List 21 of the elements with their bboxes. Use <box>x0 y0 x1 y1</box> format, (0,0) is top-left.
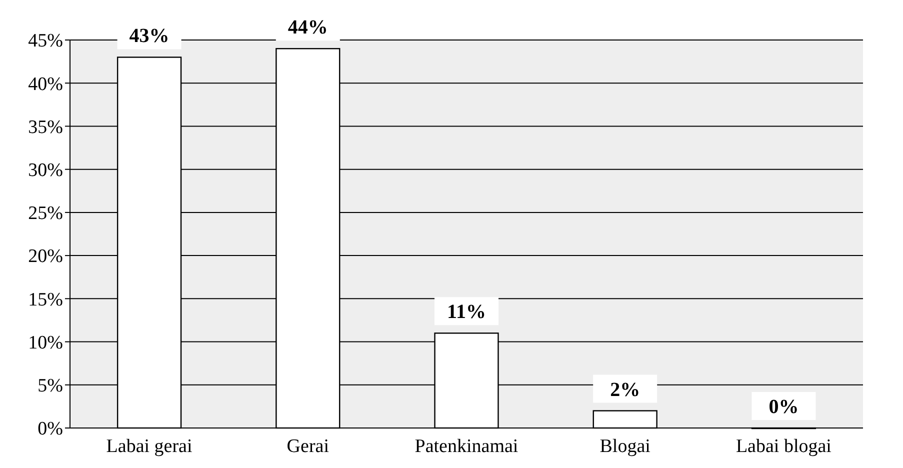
y-tick-label: 35% <box>28 116 64 138</box>
data-label: 44% <box>288 16 328 39</box>
x-tick-label: Blogai <box>600 436 650 457</box>
y-tick-label: 40% <box>28 74 64 95</box>
bar <box>592 410 658 429</box>
y-tick-label: 15% <box>28 289 64 310</box>
y-tick-label: 5% <box>38 376 64 397</box>
x-tick-label: Labai blogai <box>736 436 832 457</box>
data-label: 2% <box>610 378 640 401</box>
x-tick-label: Labai gerai <box>106 436 192 457</box>
y-tick-label: 10% <box>28 332 64 354</box>
data-label: 11% <box>447 301 486 324</box>
y-tick-label: 30% <box>28 160 64 181</box>
data-label: 43% <box>129 25 170 48</box>
data-label: 0% <box>768 396 799 418</box>
y-tick-label: 0% <box>38 418 64 440</box>
y-tick-label: 25% <box>28 203 64 224</box>
x-tick-label: Patenkinamai <box>414 436 518 457</box>
y-tick-label: 20% <box>28 246 64 268</box>
x-tick-label: Gerai <box>286 436 329 457</box>
y-tick-label: 45% <box>28 30 64 52</box>
